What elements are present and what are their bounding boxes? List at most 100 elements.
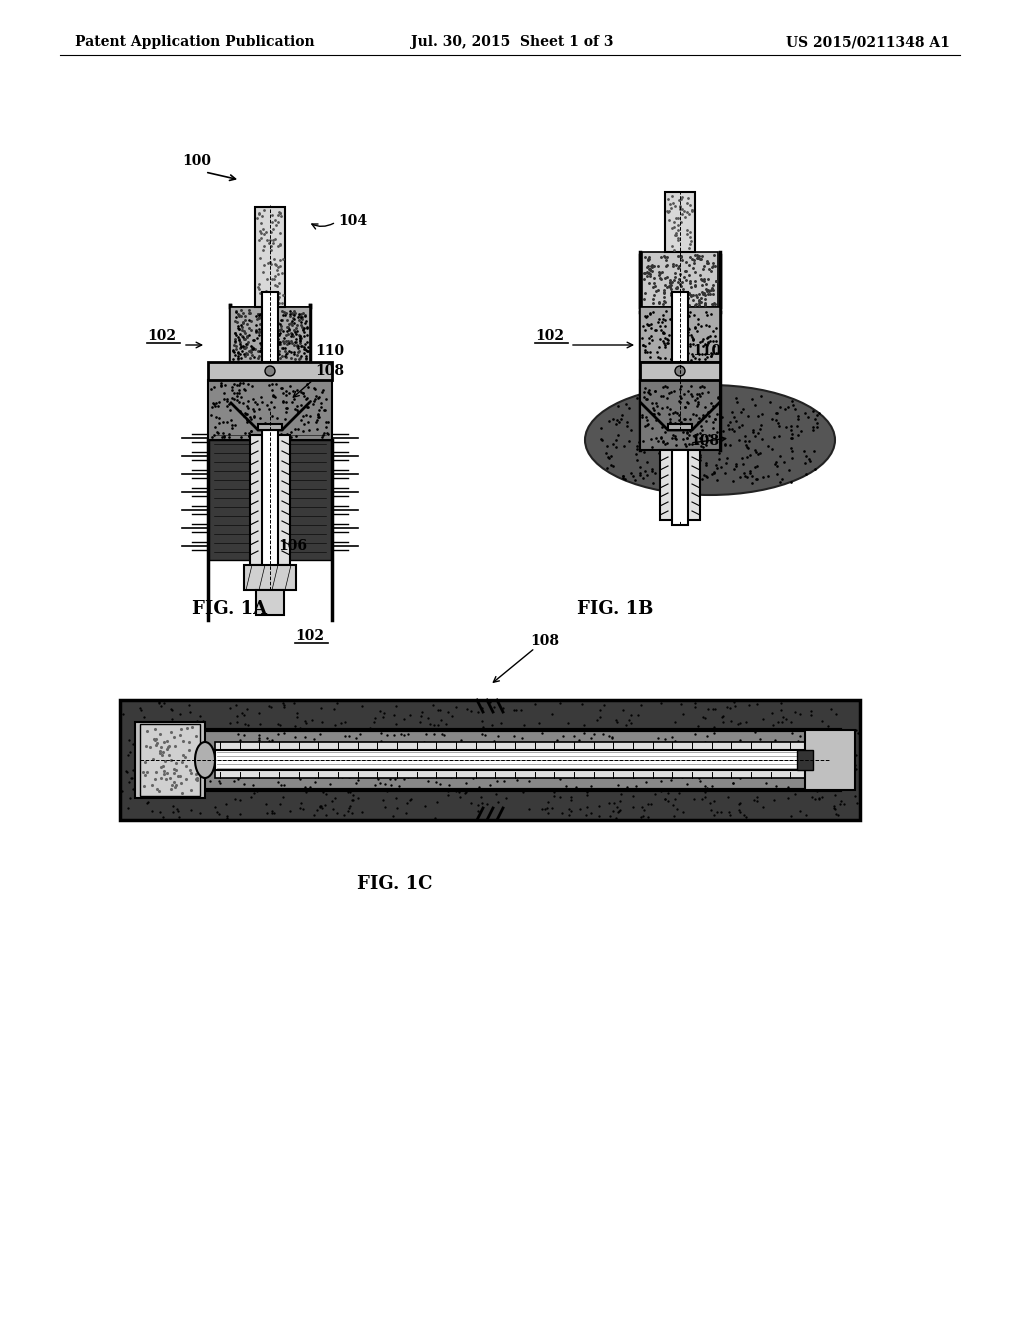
Point [678, 414, 694, 436]
Point [656, 309, 673, 330]
Point [736, 466, 753, 487]
Point [767, 453, 783, 474]
Point [168, 760, 184, 781]
Point [433, 779, 450, 800]
Point [292, 329, 308, 350]
Point [248, 314, 264, 335]
Point [293, 792, 309, 813]
Point [546, 781, 562, 803]
Point [243, 755, 259, 776]
Point [719, 697, 735, 718]
Point [160, 737, 176, 758]
Point [252, 339, 268, 360]
Point [706, 418, 722, 440]
Point [227, 788, 244, 809]
Point [615, 747, 632, 768]
Point [848, 758, 864, 779]
Point [651, 752, 668, 774]
Point [688, 741, 705, 762]
Point [365, 727, 381, 748]
Point [646, 267, 663, 288]
Point [721, 804, 737, 825]
Point [671, 409, 687, 430]
Bar [258, 424, 282, 430]
Point [774, 469, 791, 490]
Point [583, 738, 599, 759]
Point [359, 718, 376, 739]
Point [582, 759, 598, 780]
Point [687, 347, 703, 368]
Point [733, 743, 750, 764]
Point [254, 339, 270, 360]
Point [268, 260, 285, 281]
Point [707, 256, 723, 277]
Point [278, 338, 294, 359]
Point [646, 404, 663, 425]
Point [219, 805, 236, 826]
Point [130, 762, 146, 783]
Point [407, 741, 423, 762]
Point [652, 348, 669, 370]
Point [700, 698, 717, 719]
Point [153, 696, 169, 717]
Point [673, 211, 689, 232]
Point [420, 771, 436, 792]
Point [292, 347, 308, 368]
Point [231, 323, 248, 345]
Point [283, 322, 299, 343]
Point [274, 330, 291, 351]
Point [283, 426, 299, 447]
Point [656, 246, 673, 267]
Point [269, 341, 286, 362]
Point [659, 333, 676, 354]
Point [279, 334, 295, 355]
Point [265, 385, 282, 407]
Point [646, 738, 663, 759]
Point [687, 244, 703, 265]
Point [540, 792, 556, 813]
Point [665, 795, 681, 816]
Point [707, 292, 723, 313]
Point [636, 422, 652, 444]
Point [273, 309, 290, 330]
Point [666, 269, 682, 290]
Point [782, 725, 799, 746]
Point [313, 426, 330, 447]
Point [147, 729, 164, 750]
Point [241, 425, 257, 446]
Point [708, 318, 724, 339]
Point [659, 387, 676, 408]
Point [666, 286, 682, 308]
Point [666, 441, 682, 462]
Point [724, 418, 740, 440]
Point [552, 768, 568, 789]
Point [652, 426, 669, 447]
Point [674, 333, 690, 354]
Point [267, 275, 284, 296]
Point [167, 743, 183, 764]
Point [224, 380, 241, 401]
Point [696, 255, 713, 276]
Point [474, 723, 490, 744]
Point [702, 346, 719, 367]
Point [637, 339, 653, 360]
Point [836, 759, 852, 780]
Point [488, 735, 505, 756]
Point [694, 331, 711, 352]
Point [664, 271, 680, 292]
Point [259, 301, 275, 322]
Point [679, 774, 695, 795]
Point [650, 763, 667, 784]
Point [655, 322, 672, 343]
Point [534, 747, 550, 768]
Point [680, 187, 696, 209]
Point [270, 235, 287, 256]
Point [262, 425, 279, 446]
Point [310, 767, 327, 788]
Point [635, 467, 651, 488]
Point [674, 739, 690, 760]
Point [809, 417, 825, 438]
Point [641, 733, 657, 754]
Point [172, 704, 188, 725]
Point [697, 408, 714, 429]
